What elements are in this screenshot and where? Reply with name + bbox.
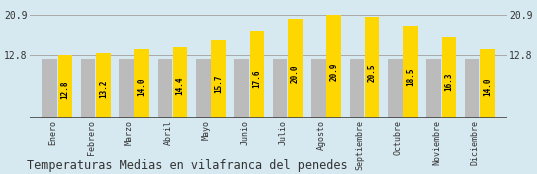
Text: 12.8: 12.8	[61, 81, 69, 99]
Bar	[426, 59, 441, 118]
Text: 17.6: 17.6	[252, 70, 262, 88]
Bar	[350, 59, 364, 118]
Bar	[311, 59, 326, 118]
Text: 20.5: 20.5	[368, 63, 376, 82]
Text: 14.0: 14.0	[137, 78, 146, 96]
Bar	[157, 59, 172, 118]
Bar	[480, 49, 495, 118]
Bar	[365, 17, 380, 118]
Bar	[81, 59, 96, 118]
Bar	[119, 59, 134, 118]
Bar	[96, 53, 111, 118]
Bar	[211, 40, 226, 118]
Bar	[441, 37, 456, 118]
Bar	[403, 26, 418, 118]
Bar	[234, 59, 249, 118]
Text: 14.4: 14.4	[176, 77, 185, 96]
Text: 16.3: 16.3	[445, 73, 453, 91]
Text: 13.2: 13.2	[99, 80, 108, 98]
Bar	[273, 59, 287, 118]
Bar	[288, 19, 303, 118]
Text: 14.0: 14.0	[483, 78, 492, 96]
Bar	[465, 59, 480, 118]
Bar	[42, 59, 57, 118]
Text: 20.9: 20.9	[329, 62, 338, 81]
Bar	[250, 31, 264, 118]
Bar	[57, 55, 72, 118]
Text: 20.0: 20.0	[291, 64, 300, 83]
Text: 15.7: 15.7	[214, 74, 223, 93]
Text: Temperaturas Medias en vilafranca del penedes: Temperaturas Medias en vilafranca del pe…	[27, 159, 347, 172]
Text: 18.5: 18.5	[406, 68, 415, 86]
Bar	[173, 47, 187, 118]
Bar	[196, 59, 211, 118]
Bar	[388, 59, 403, 118]
Bar	[134, 49, 149, 118]
Bar	[326, 15, 341, 118]
